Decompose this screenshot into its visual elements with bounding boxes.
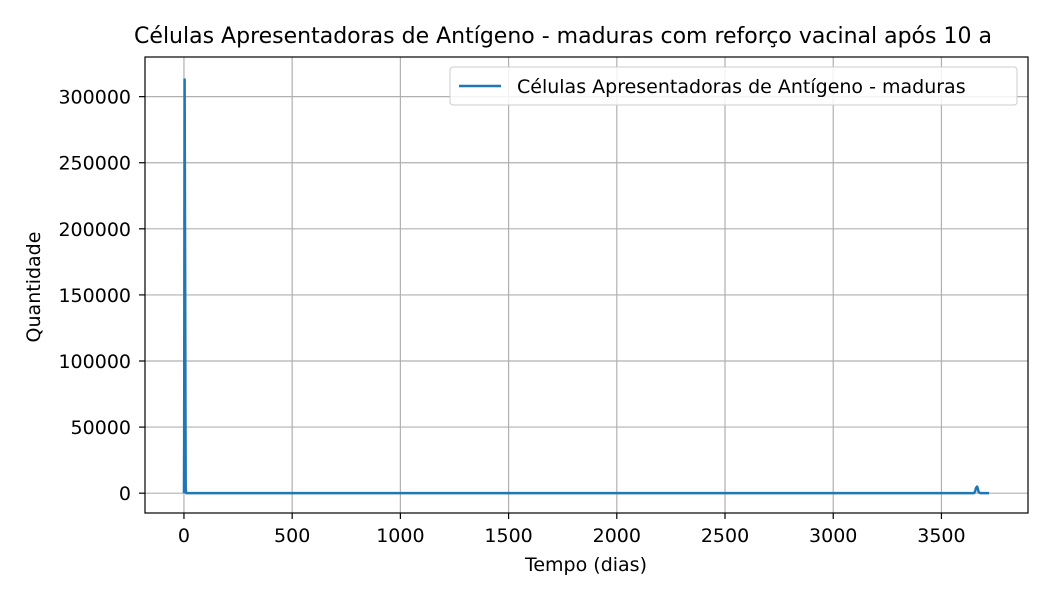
y-tick-label: 150000 (58, 285, 131, 307)
y-tick-label: 100000 (58, 351, 131, 373)
chart-title: Células Apresentadoras de Antígeno - mad… (134, 24, 992, 49)
axes-frame (144, 56, 1029, 514)
x-tick-label: 1500 (484, 525, 532, 547)
legend: Células Apresentadoras de Antígeno - mad… (449, 66, 1018, 106)
y-tick-label: 300000 (58, 87, 131, 109)
x-tick-label: 500 (274, 525, 310, 547)
x-tick-label: 3500 (917, 525, 965, 547)
x-tick-label: 2500 (701, 525, 749, 547)
y-tick-label: 0 (119, 483, 131, 505)
y-axis-label: Quantidade (23, 232, 45, 343)
y-axis: 0 50000 100000 150000 200000 250000 300000 (58, 87, 145, 505)
series-line (182, 78, 990, 495)
y-tick-label: 200000 (58, 219, 131, 241)
grid (145, 57, 1028, 513)
legend-box (449, 66, 1018, 106)
y-tick-label: 50000 (71, 417, 131, 439)
y-tick-label: 250000 (58, 153, 131, 175)
x-tick-label: 3000 (809, 525, 857, 547)
series-layer (182, 78, 990, 495)
x-axis: 0 500 1000 1500 2000 2500 3000 3500 (178, 513, 966, 547)
x-tick-label: 0 (178, 525, 190, 547)
x-axis-label: Tempo (dias) (524, 554, 647, 576)
legend-label: Células Apresentadoras de Antígeno - mad… (517, 76, 966, 98)
x-tick-label: 1000 (376, 525, 424, 547)
x-tick-label: 2000 (593, 525, 641, 547)
